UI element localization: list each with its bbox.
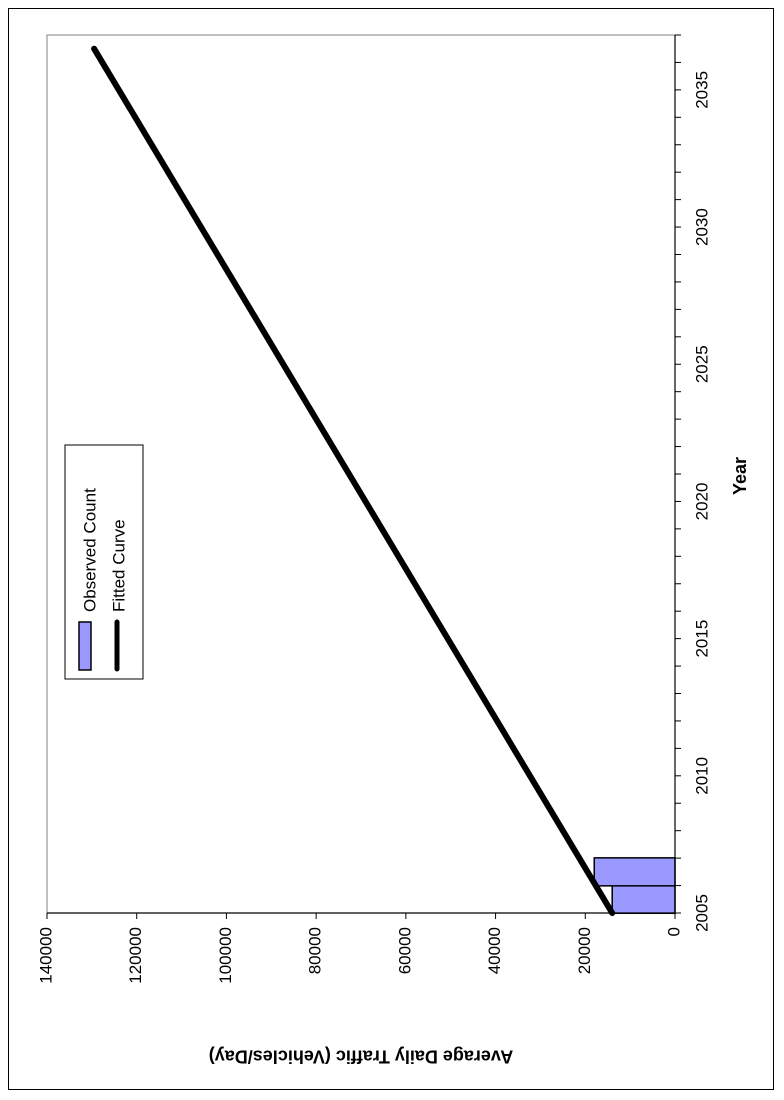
fitted-curve-line-group [91, 45, 616, 916]
y-axis-title: Average Daily Traffic (Vehicles/Day) [209, 1046, 513, 1066]
x-tick-label-2035: 2035 [692, 71, 711, 109]
legend-swatch-observed [78, 621, 92, 671]
x-tick-label-2005: 2005 [692, 894, 711, 932]
plot-area-group: 2005 2010 2015 2020 2025 2030 2035 0 20000 40000… [36, 34, 711, 984]
x-tick-label-2020: 2020 [692, 483, 711, 521]
bar-observed-2005 [611, 884, 676, 915]
observed-count-bars [593, 857, 676, 915]
x-tick-label-2010: 2010 [692, 757, 711, 795]
legend-box [64, 444, 144, 680]
y-tick-label-0: 0 [664, 927, 683, 936]
legend: Observed Count Fitted Curve [64, 444, 144, 680]
y-tick-label-80000: 80000 [306, 927, 325, 974]
traffic-chart: 2005 2010 2015 2020 2025 2030 2035 0 20000 40000… [36, 34, 750, 1066]
y-tick-label-40000: 40000 [485, 927, 504, 974]
x-tick-label-2015: 2015 [692, 620, 711, 658]
bar-observed-2006 [593, 857, 676, 887]
legend-label-observed: Observed Count [80, 488, 99, 612]
y-tick-label-60000: 60000 [395, 927, 414, 974]
y-tick-label-120000: 120000 [126, 927, 145, 984]
x-tick-label-2025: 2025 [692, 345, 711, 383]
fitted-curve-line [91, 45, 616, 916]
y-tick-label-140000: 140000 [36, 927, 55, 984]
y-tick-label-20000: 20000 [575, 927, 594, 974]
plot-area [46, 34, 676, 914]
chart-frame: 2005 2010 2015 2020 2025 2030 2035 0 20000 40000… [8, 8, 774, 1090]
y-tick-label-100000: 100000 [216, 927, 235, 984]
legend-label-fitted: Fitted Curve [109, 519, 128, 612]
x-tick-label-2030: 2030 [692, 208, 711, 246]
x-axis: 2005 2010 2015 2020 2025 2030 2035 [674, 34, 711, 932]
y-axis: 0 20000 40000 60000 80000 100000 120000 140000 [36, 912, 683, 984]
x-axis-title: Year [730, 457, 750, 495]
